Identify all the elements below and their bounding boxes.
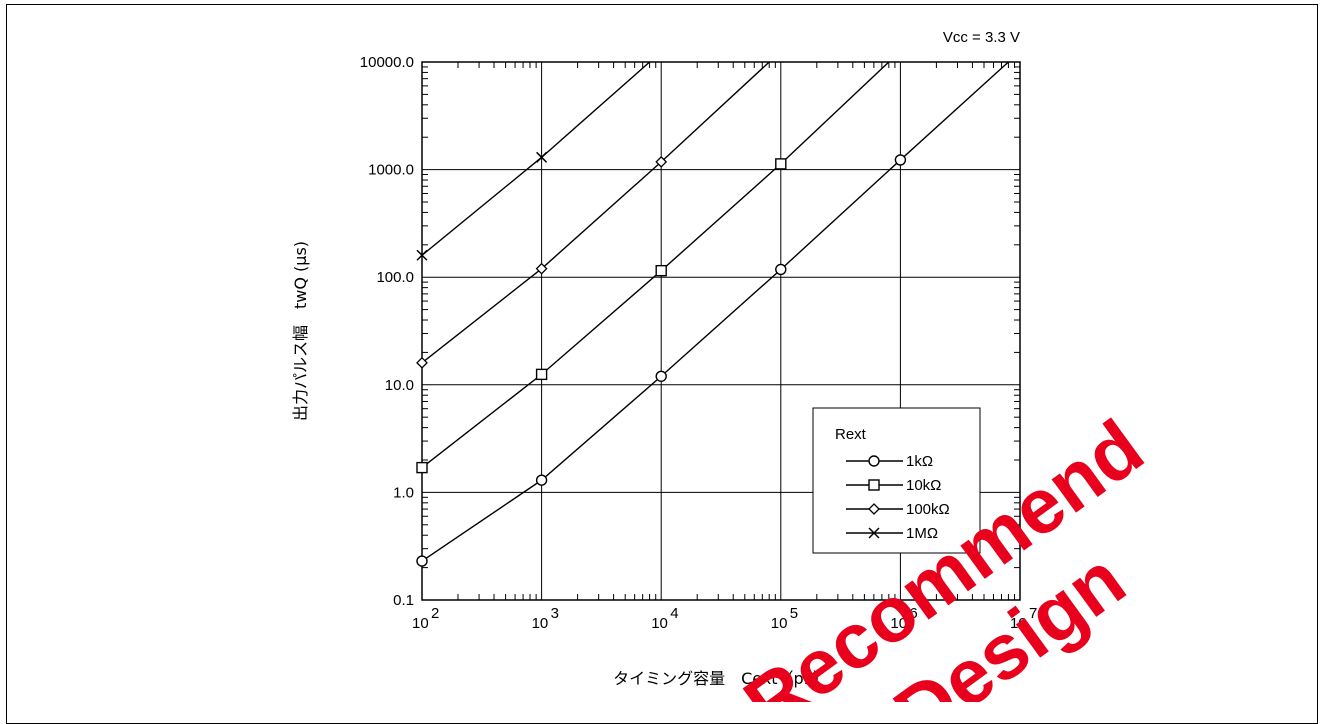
x-tick-label-base: 10 (651, 615, 668, 632)
y-tick-label: 10000.0 (360, 54, 414, 71)
x-tick-label-exponent: 6 (909, 605, 917, 622)
data-point-circle (868, 455, 880, 467)
x-axis-title: タイミング容量 Cext（pF） (613, 669, 829, 688)
y-tick-label: 1000.0 (368, 162, 414, 179)
legend-label: 100kΩ (906, 501, 950, 518)
data-point-diamond (868, 503, 880, 515)
data-point-square (416, 461, 428, 474)
y-tick-label: 10.0 (385, 377, 414, 394)
series-layer (416, 61, 1009, 567)
legend-box (812, 407, 981, 554)
data-point-diamond (535, 262, 548, 275)
x-tick-label: 103 (532, 605, 559, 632)
x-tick-label: 102 (412, 605, 439, 632)
axis-ticks (422, 62, 1020, 600)
x-tick-label: 105 (771, 605, 798, 632)
data-point-diamond (655, 155, 668, 168)
x-tick-label-exponent: 4 (670, 605, 678, 622)
x-tick-label-base: 10 (1010, 615, 1027, 632)
x-tick-label-base: 10 (412, 615, 429, 632)
y-axis-title: 出力パルス幅 twQ (μs) (291, 241, 310, 421)
legend-label: 10kΩ (906, 477, 941, 494)
data-point-circle (416, 555, 428, 567)
series-circle (416, 61, 1009, 567)
data-point-cross (536, 151, 548, 163)
data-point-circle (535, 474, 548, 486)
series-line (421, 61, 890, 469)
data-point-square (535, 368, 548, 381)
series-diamond (416, 61, 770, 369)
x-tick-label-exponent: 2 (431, 605, 439, 622)
data-point-square (655, 264, 667, 277)
data-point-diamond (416, 356, 428, 369)
y-tick-labels: 0.1 1.0 10.0 100.0 1000.0 10000.0 (360, 54, 414, 609)
x-tick-label-base: 10 (890, 615, 907, 632)
x-tick-label: 106 (890, 605, 917, 632)
legend-item: 1kΩ (846, 453, 933, 470)
x-tick-label-base: 10 (771, 615, 788, 632)
x-tick-label: 107 (1010, 605, 1037, 632)
x-tick-label: 104 (651, 605, 678, 632)
legend-label: 1MΩ (906, 525, 938, 542)
series-square (416, 61, 890, 474)
x-tick-label-exponent: 3 (551, 605, 559, 622)
x-tick-label-base: 10 (532, 615, 549, 632)
data-point-circle (894, 154, 907, 166)
series-line (421, 61, 1009, 562)
legend-label: 1kΩ (906, 453, 933, 470)
series-line (421, 61, 651, 256)
x-tick-label-exponent: 5 (790, 605, 798, 622)
data-point-cross (416, 249, 428, 261)
legend-item: 100kΩ (846, 501, 950, 518)
vcc-annotation: Vcc = 3.3 V (943, 29, 1020, 46)
data-point-cross (868, 527, 880, 539)
legend-title: Rext (835, 426, 867, 443)
series-line (421, 61, 770, 364)
y-tick-label: 1.0 (393, 484, 414, 501)
series-cross (416, 61, 651, 261)
data-point-square (775, 158, 787, 170)
y-tick-label: 100.0 (376, 269, 414, 286)
data-point-square (868, 479, 880, 491)
data-point-circle (775, 263, 787, 276)
legend: Rext 1kΩ 10kΩ 100kΩ 1MΩ (812, 407, 981, 554)
legend-item: 1MΩ (846, 525, 938, 542)
data-point-circle (655, 370, 667, 382)
legend-item: 10kΩ (846, 477, 941, 494)
x-tick-label-exponent: 7 (1029, 605, 1037, 622)
plot-area-border (421, 61, 1021, 601)
y-tick-label: 0.1 (393, 592, 414, 609)
